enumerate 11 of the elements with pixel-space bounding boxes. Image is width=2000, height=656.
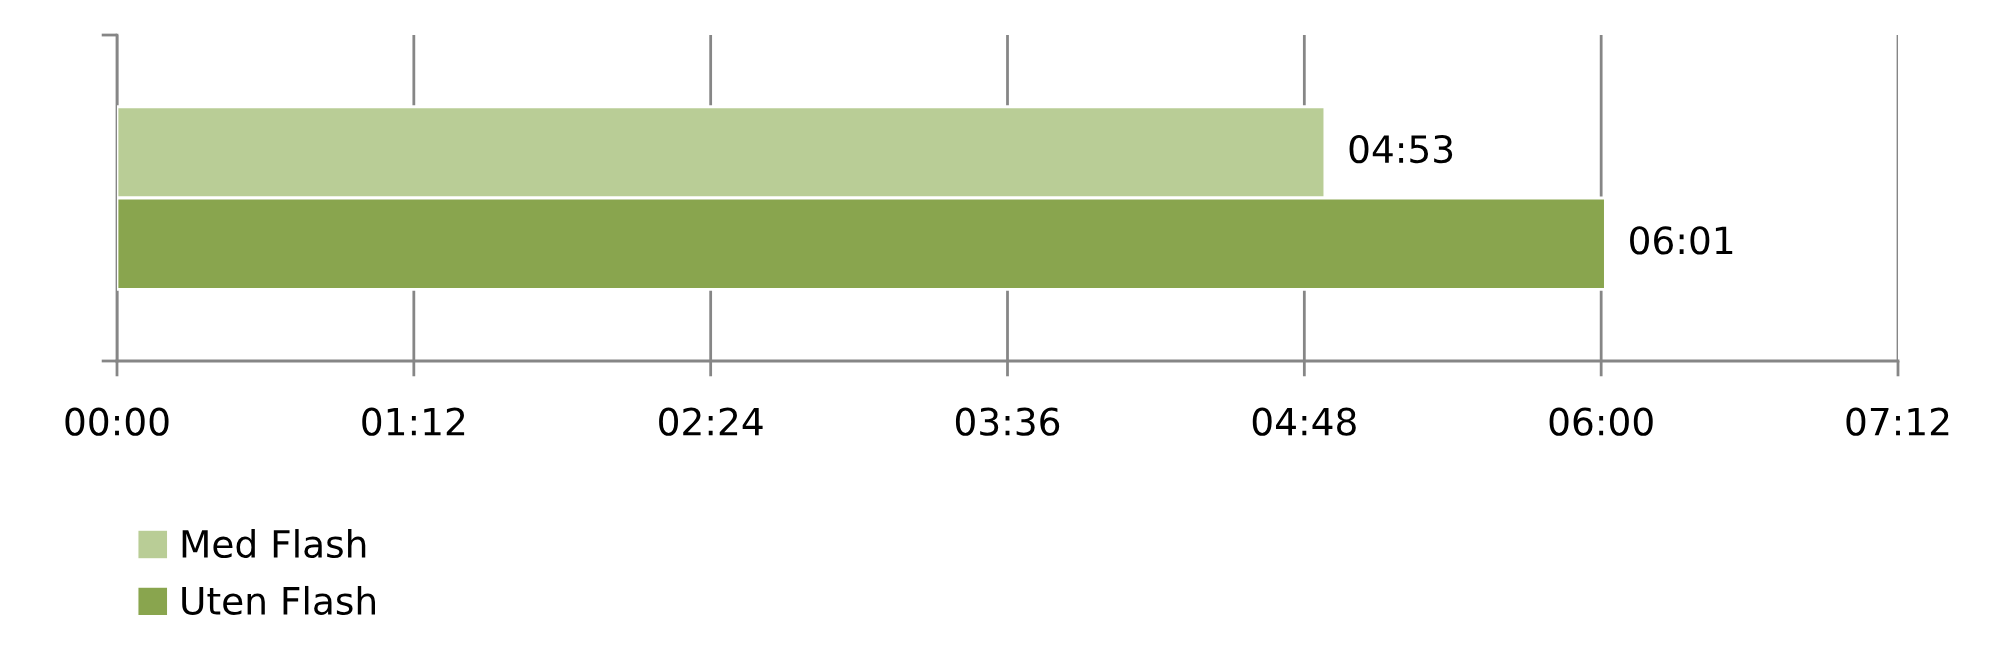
x-tick-label: 01:12 <box>362 407 465 436</box>
x-tick-label: 00:00 <box>65 407 169 436</box>
data-label: 04:53 <box>1349 134 1453 164</box>
x-tick-label: 04:48 <box>1252 407 1356 436</box>
x-tick-label: 06:00 <box>1549 407 1653 436</box>
legend-label: Med Flash <box>182 529 366 559</box>
data-label: 06:01 <box>1630 226 1733 255</box>
x-tick-label: 03:36 <box>955 407 1060 436</box>
x-tick-label: 02:24 <box>659 407 763 436</box>
legend-label: Uten Flash <box>182 585 375 615</box>
x-tick-label: 07:12 <box>1846 407 1949 436</box>
